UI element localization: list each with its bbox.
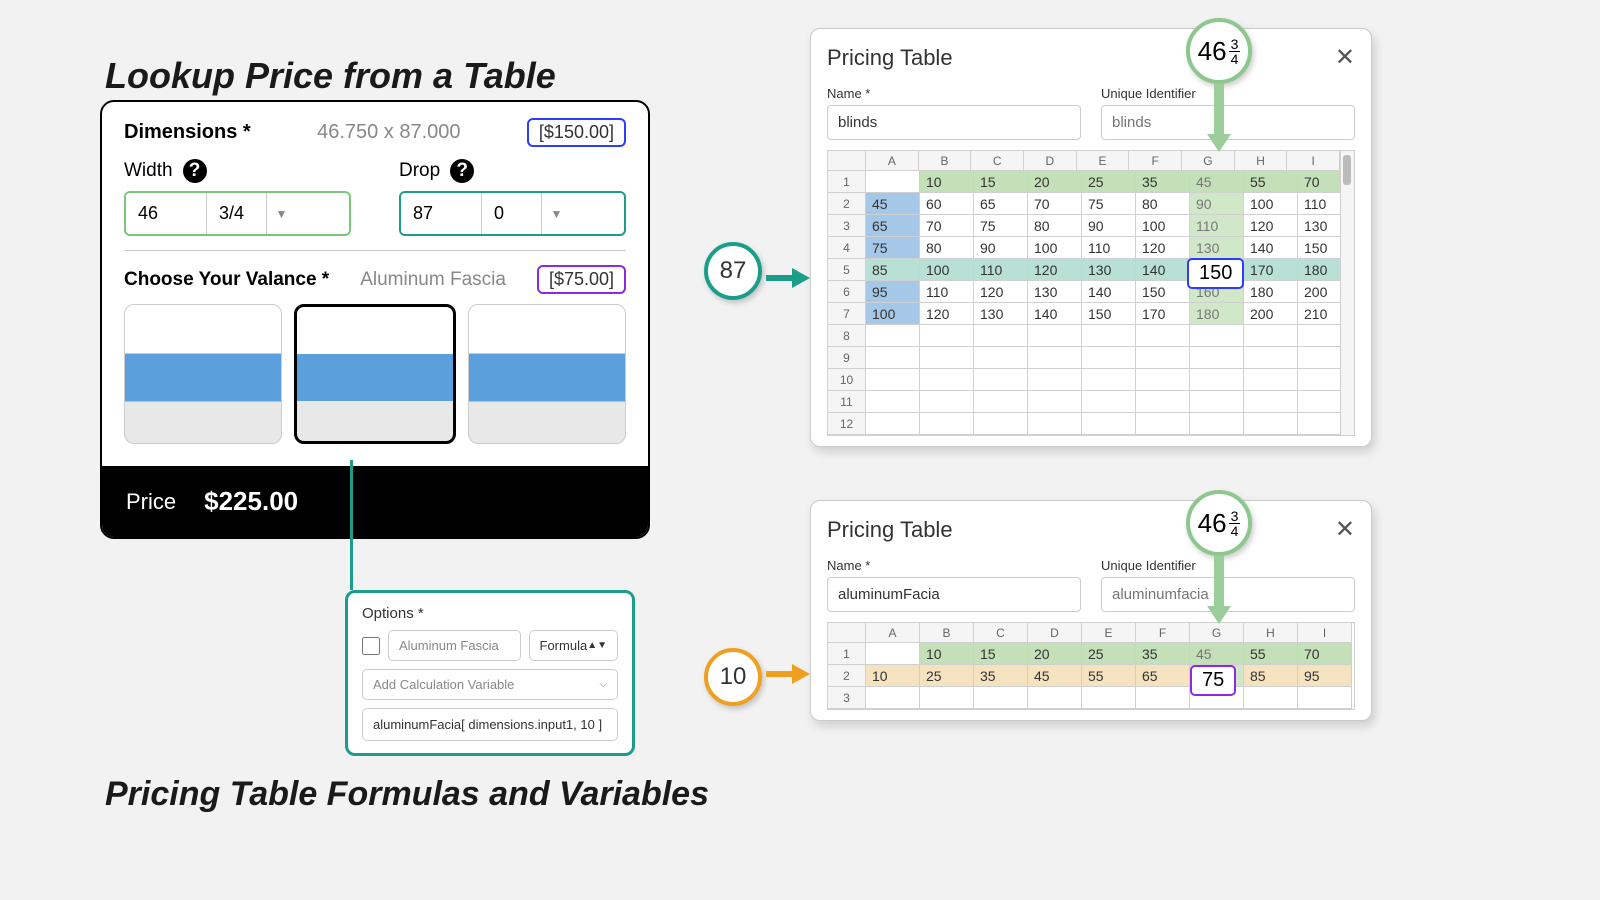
- callout-10: 10: [704, 648, 762, 706]
- option-checkbox[interactable]: [362, 637, 380, 655]
- callout-46-1: 4634: [1186, 18, 1252, 84]
- table2-title: Pricing Table: [827, 517, 953, 543]
- drop-whole-input[interactable]: [401, 193, 481, 234]
- valance-selected: Aluminum Fascia: [360, 269, 506, 291]
- callout-87: 87: [704, 242, 762, 300]
- drop-input: ▼: [399, 191, 626, 236]
- price-bar: Price $225.00: [102, 466, 648, 537]
- table2-name-label: Name *: [827, 558, 1081, 573]
- price-label: Price: [126, 489, 176, 515]
- width-label: Width: [124, 160, 173, 182]
- options-panel: Options * Aluminum Fascia Formula▲▼ Add …: [345, 590, 635, 756]
- table1-grid[interactable]: 123456789101112 ABCDEFGHI 10152025354555…: [827, 150, 1355, 436]
- width-fraction-input[interactable]: [206, 193, 266, 234]
- close-icon[interactable]: ✕: [1335, 515, 1355, 544]
- formula-input[interactable]: aluminumFacia[ dimensions.input1, 10 ]: [362, 708, 618, 741]
- arrow-icon: [766, 268, 810, 288]
- table2-name-input[interactable]: [827, 577, 1081, 612]
- calc-variable-select[interactable]: Add Calculation Variable⌵: [362, 669, 618, 700]
- scrollbar[interactable]: [1340, 151, 1354, 435]
- options-title: Options *: [362, 605, 618, 622]
- chevron-down-icon[interactable]: ▼: [266, 193, 296, 234]
- table1-name-label: Name *: [827, 86, 1081, 101]
- drop-label: Drop: [399, 160, 440, 182]
- product-card: Dimensions * 46.750 x 87.000 [$150.00] W…: [100, 100, 650, 539]
- valance-option-3[interactable]: [468, 304, 626, 444]
- dimensions-price-chip: [$150.00]: [527, 118, 626, 147]
- drop-fraction-input[interactable]: [481, 193, 541, 234]
- valance-label: Choose Your Valance *: [124, 269, 329, 291]
- help-icon[interactable]: ?: [183, 159, 207, 183]
- close-icon[interactable]: ✕: [1335, 43, 1355, 72]
- arrow-icon: [1209, 556, 1229, 626]
- table1-name-input[interactable]: [827, 105, 1081, 140]
- table2-grid[interactable]: 123 ABCDEFGHI 10152025354555701025354555…: [827, 622, 1355, 710]
- chevron-down-icon[interactable]: ▼: [541, 193, 571, 234]
- page-title: Lookup Price from a Table: [105, 55, 556, 97]
- pricing-table-1: Pricing Table ✕ Name * Unique Identifier…: [810, 28, 1372, 447]
- pricing-table-2: Pricing Table ✕ Name * Unique Identifier…: [810, 500, 1372, 721]
- option-name-field[interactable]: Aluminum Fascia: [388, 630, 521, 661]
- connector-line: [350, 460, 353, 590]
- arrow-icon: [1209, 84, 1229, 154]
- option-type-select[interactable]: Formula▲▼: [529, 630, 618, 661]
- valance-option-2[interactable]: [294, 304, 456, 444]
- valance-price-chip: [$75.00]: [537, 265, 626, 294]
- page-subtitle: Pricing Table Formulas and Variables: [105, 775, 709, 814]
- dimensions-label: Dimensions *: [124, 121, 251, 144]
- result-cell-75: 75: [1190, 665, 1236, 696]
- callout-46-2: 4634: [1186, 490, 1252, 556]
- width-whole-input[interactable]: [126, 193, 206, 234]
- table1-title: Pricing Table: [827, 45, 953, 71]
- result-cell-150: 150: [1187, 258, 1244, 289]
- width-input: ▼: [124, 191, 351, 236]
- valance-option-1[interactable]: [124, 304, 282, 444]
- dimensions-value: 46.750 x 87.000: [317, 121, 460, 144]
- price-total: $225.00: [204, 486, 298, 517]
- help-icon[interactable]: ?: [450, 159, 474, 183]
